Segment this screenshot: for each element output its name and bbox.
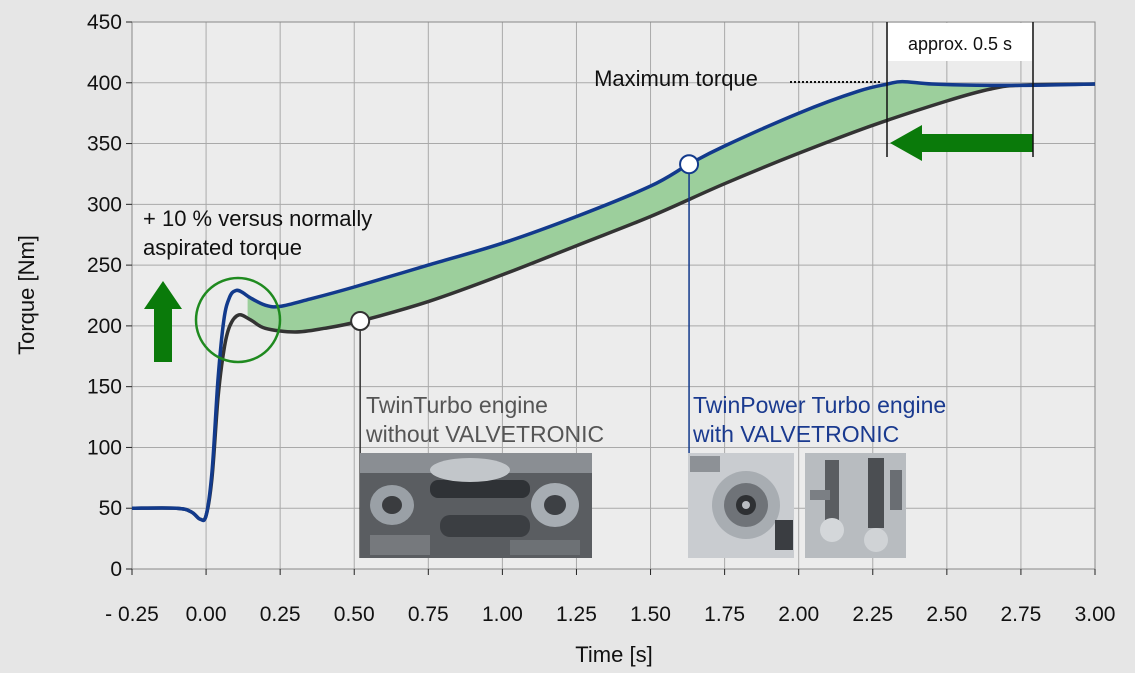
axes-layer: Time [s] Torque [Nm] - 0.25 0.00 0.25 0.50 0…	[14, 11, 1115, 667]
y-tick-label: 150	[87, 376, 122, 399]
y-tick-label: 300	[87, 193, 122, 216]
y-tick-label: 250	[87, 254, 122, 277]
x-tick-label: 1.25	[556, 603, 597, 626]
x-tick-label: 1.75	[704, 603, 745, 626]
x-tick-label: 0.25	[260, 603, 301, 626]
plus10-label-line2: aspirated torque	[143, 235, 302, 260]
y-tick-label: 200	[87, 315, 122, 338]
x-tick-label: 1.00	[482, 603, 523, 626]
annotations-layer: approx. 0.5 s Maximum torque + 10 % vers…	[143, 22, 1034, 558]
max-torque-label: Maximum torque	[594, 66, 758, 91]
peak-highlight-circle	[194, 276, 282, 364]
x-tick-label: 2.00	[778, 603, 819, 626]
x-tick-label: 0.75	[408, 603, 449, 626]
x-tick-label: 2.25	[852, 603, 893, 626]
data-point-marker	[679, 154, 700, 175]
plot-border	[131, 21, 1096, 570]
y-axis-title: Torque [Nm]	[14, 235, 39, 355]
valvetronic-head-photo	[805, 453, 906, 558]
arrow-up-icon	[144, 281, 182, 362]
x-tick-label: 1.50	[630, 603, 671, 626]
twinturbo-label-line1: TwinTurbo engine	[366, 392, 548, 418]
twinpower-label-line2: with VALVETRONIC	[692, 421, 899, 447]
x-axis-title: Time [s]	[575, 642, 652, 667]
x-tick-label: 0.00	[186, 603, 227, 626]
y-tick-label: 450	[87, 11, 122, 34]
plus10-label-line1: + 10 % versus normally	[143, 206, 372, 231]
y-tick-label: 350	[87, 133, 122, 156]
approx-label: approx. 0.5 s	[908, 34, 1012, 54]
arrow-left-icon	[890, 125, 1033, 161]
y-tick-label: 100	[87, 436, 122, 459]
plot-area	[132, 22, 1095, 569]
x-tick-label: 0.50	[334, 603, 375, 626]
y-tick-label: 0	[110, 558, 122, 581]
fill-between-series	[247, 81, 1024, 332]
torque-gain-area	[247, 81, 1024, 332]
turbocharger-photo	[688, 453, 794, 558]
x-tick-label: 2.75	[1000, 603, 1041, 626]
approx-label-box	[888, 23, 1032, 61]
x-tick-label: - 0.25	[105, 603, 159, 626]
y-tick-label: 400	[87, 72, 122, 95]
x-tick-label: 3.00	[1075, 603, 1116, 626]
twinturbo-engine-photo	[360, 453, 592, 558]
x-tick-label: 2.50	[926, 603, 967, 626]
twinpower-label-line1: TwinPower Turbo engine	[693, 392, 946, 418]
twinturbo-label-line2: without VALVETRONIC	[365, 421, 604, 447]
y-tick-label: 50	[99, 497, 122, 520]
data-point-marker	[350, 311, 371, 332]
